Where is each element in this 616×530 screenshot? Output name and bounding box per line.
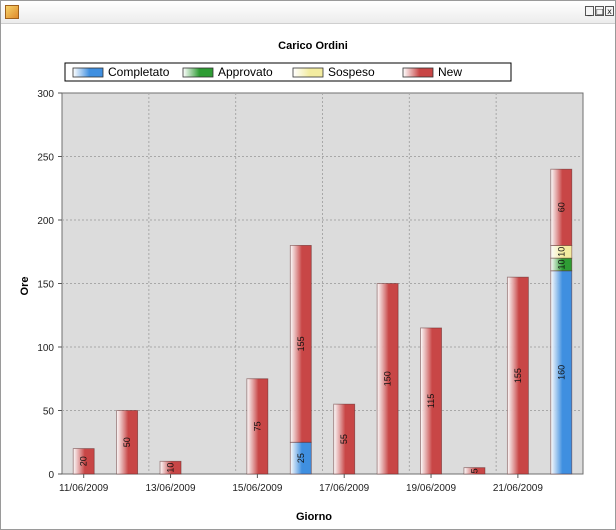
data-label: 50 [122,437,132,447]
legend-label-new: New [438,65,462,79]
bar-new-18/06/2009 [376,283,399,475]
data-label: 25 [296,453,306,463]
x-tick-label: 13/06/2009 [146,483,196,494]
legend-swatch-new [402,67,434,78]
data-label: 10 [556,259,566,269]
legend-swatch-sospeso [292,67,324,78]
data-label: 55 [339,434,349,444]
y-tick-label: 250 [37,153,54,164]
x-tick-label: 17/06/2009 [319,483,369,494]
legend-swatch-completato [72,67,104,78]
app-icon [5,5,19,19]
data-label: 5 [469,468,479,473]
y-tick-label: 150 [37,280,54,291]
title-bar: _ □ x [1,1,615,24]
x-tick-label: 11/06/2009 [59,483,109,494]
bar-new-16/06/2009 [289,244,312,443]
legend-box [64,62,512,82]
legend-swatch-approvato [182,67,214,78]
x-tick-label: 19/06/2009 [406,483,456,494]
bar-new-20/06/2009 [463,467,486,475]
y-tick-label: 300 [37,89,54,100]
y-tick-label: 200 [37,216,54,227]
data-label: 155 [513,368,523,383]
maximize-button[interactable]: □ [595,6,604,16]
data-label: 155 [296,336,306,351]
data-label: 10 [556,247,566,257]
minimize-button[interactable]: _ [585,6,594,16]
data-label: 20 [79,456,89,466]
legend-label-completato: Completato [108,65,170,79]
data-label: 150 [383,371,393,386]
y-axis-title: Ore [19,277,31,296]
legend-label-approvato: Approvato [218,65,273,79]
data-label: 60 [556,202,566,212]
y-tick-label: 50 [43,407,55,418]
chart-area: Carico Ordini Completato Approvato Sospeso… [19,40,584,523]
data-label: 75 [252,421,262,431]
plot-area: 0 50 100 150 200 250 300 20 50 10 75 25 155 55 150 115 5… [37,89,584,494]
data-label: 160 [556,365,566,380]
y-tick-label: 0 [48,470,54,481]
data-label: 115 [426,394,436,408]
bar-new-22/06/2009 [550,168,573,246]
bar-new-12/06/2009 [116,410,139,475]
legend: Completato Approvato Sospeso New [64,62,512,82]
x-tick-label: 15/06/2009 [232,483,282,494]
y-tick-label: 100 [37,343,54,354]
x-axis-title: Giorno [296,511,332,523]
data-label: 10 [166,463,176,473]
close-button[interactable]: x [605,6,614,16]
legend-label-sospeso: Sospeso [328,65,375,79]
chart-title: Carico Ordini [278,40,348,52]
x-tick-label: 21/06/2009 [493,483,543,494]
